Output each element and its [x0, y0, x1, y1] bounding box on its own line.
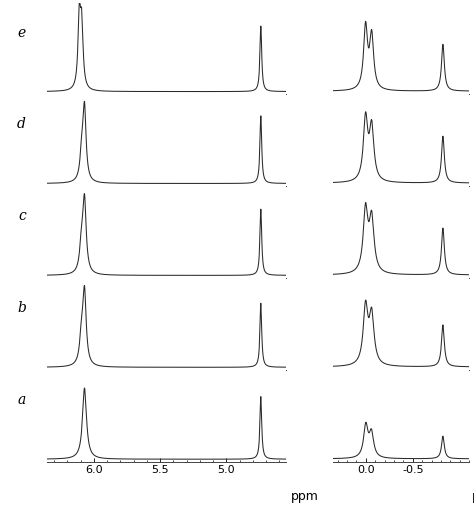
- Text: ppm: ppm: [472, 490, 474, 502]
- Text: e: e: [18, 25, 26, 39]
- Text: b: b: [17, 301, 26, 315]
- Text: d: d: [17, 118, 26, 131]
- Text: c: c: [18, 209, 26, 223]
- Text: a: a: [18, 393, 26, 407]
- Text: ppm: ppm: [291, 490, 319, 502]
